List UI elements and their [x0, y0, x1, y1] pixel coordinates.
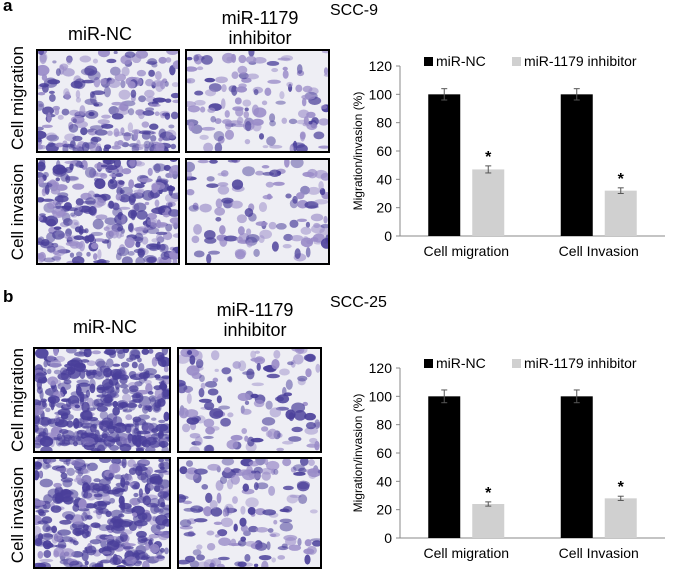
- bar: [428, 396, 461, 538]
- bar-chart-b: 0 20 40 60 80 100 120 Migration/invasion (%) miR…: [351, 355, 665, 561]
- cell-line-label-a: SCC-9: [330, 2, 379, 19]
- micrograph-invasion-inhibitor-a: [185, 158, 330, 265]
- column-header-inhibitor-a: miR-1179 inhibitor: [221, 8, 299, 48]
- micrograph-migration-inhibitor-b: [177, 347, 322, 453]
- y-tick-label: 100: [369, 388, 393, 404]
- stained-cells-texture: [179, 459, 320, 567]
- y-tick-label: 80: [376, 417, 392, 433]
- legend-label: miR-NC: [436, 355, 486, 371]
- legend-label: miR-1179 inhibitor: [524, 355, 637, 371]
- bar: [604, 190, 637, 236]
- bar: [604, 498, 637, 538]
- y-axis-label: Migration/invasion (%): [351, 394, 365, 513]
- bar: [560, 94, 593, 236]
- stained-cells-texture: [38, 160, 178, 263]
- stained-cells-texture: [187, 51, 328, 151]
- micrograph-invasion-mir-nc-b: [33, 457, 171, 569]
- stained-cells-texture: [35, 349, 169, 451]
- panel-letter-a: a: [3, 0, 13, 15]
- legend-swatch: [512, 57, 521, 66]
- micrograph-migration-mir-nc-a: [36, 49, 180, 153]
- y-tick-label: 120: [369, 360, 393, 376]
- y-tick-label: 80: [376, 115, 392, 131]
- y-tick-label: 40: [376, 171, 392, 187]
- y-tick-label: 120: [369, 58, 393, 74]
- column-header-mir-nc-a: miR-NC: [68, 24, 132, 44]
- panel-letter-b: b: [3, 287, 14, 306]
- micrograph-invasion-inhibitor-b: [177, 457, 322, 569]
- legend-swatch: [424, 359, 433, 368]
- micrograph-invasion-mir-nc-a: [36, 158, 180, 265]
- y-tick-label: 20: [376, 502, 392, 518]
- significance-star: *: [618, 171, 625, 188]
- significance-star: *: [618, 479, 625, 496]
- column-header-mir-nc-b: miR-NC: [73, 317, 137, 337]
- row-header-invasion-a: Cell invasion: [8, 163, 27, 261]
- y-axis-label: Migration/invasion (%): [351, 92, 365, 211]
- legend-label: miR-NC: [436, 53, 486, 69]
- row-header-migration-a: Cell migration: [8, 46, 27, 150]
- bar: [428, 94, 461, 236]
- y-tick-label: 20: [376, 200, 392, 216]
- significance-star: *: [485, 485, 492, 502]
- row-header-invasion-b: Cell invasion: [8, 466, 27, 564]
- bar: [560, 396, 593, 538]
- legend-swatch: [424, 57, 433, 66]
- cell-line-label-b: SCC-25: [330, 294, 387, 311]
- x-tick-label: Cell Invasion: [559, 545, 639, 561]
- stained-cells-texture: [35, 459, 169, 567]
- legend-swatch: [512, 359, 521, 368]
- y-tick-label: 100: [369, 86, 393, 102]
- y-tick-label: 0: [384, 228, 392, 244]
- stained-cells-texture: [38, 51, 178, 151]
- stained-cells-texture: [179, 349, 320, 451]
- micrograph-migration-mir-nc-b: [33, 347, 171, 453]
- x-tick-label: Cell migration: [423, 545, 509, 561]
- y-tick-label: 0: [384, 530, 392, 546]
- column-header-inhibitor-b: miR-1179 inhibitor: [216, 300, 294, 340]
- legend-label: miR-1179 inhibitor: [524, 53, 637, 69]
- x-tick-label: Cell migration: [423, 243, 509, 259]
- micrograph-migration-inhibitor-a: [185, 49, 330, 153]
- bar: [472, 504, 505, 538]
- bar: [472, 169, 505, 236]
- y-tick-label: 60: [376, 445, 392, 461]
- significance-star: *: [485, 149, 492, 166]
- stained-cells-texture: [187, 160, 328, 263]
- x-tick-label: Cell Invasion: [559, 243, 639, 259]
- y-tick-label: 40: [376, 473, 392, 489]
- y-tick-label: 60: [376, 143, 392, 159]
- row-header-migration-b: Cell migration: [8, 348, 27, 452]
- bar-chart-a: 0 20 40 60 80 100 120 Migration/invasion (%) miR…: [351, 53, 665, 259]
